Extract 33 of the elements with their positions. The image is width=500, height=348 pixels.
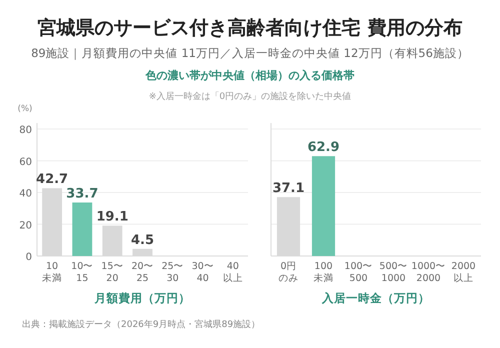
y-tick-label: 80 — [19, 125, 32, 136]
x-tick-label: 500〜 1000 — [379, 261, 408, 284]
data-label: 37.1 — [272, 181, 305, 196]
x-axis-title: 入居一時金（万円） — [321, 291, 430, 305]
text: 色の濃い帯が中央値（相場）の入る価格帯 — [144, 69, 354, 82]
y-axis-title: (%) — [18, 104, 32, 114]
y-tick-label: 20 — [19, 220, 32, 232]
x-tick-label: 0円のみ — [278, 261, 298, 284]
source-note: 出典：掲載施設データ（2026年9月時点・宮城県89施設） — [22, 319, 260, 330]
x-tick-label: 40 以上 — [222, 261, 243, 284]
x-tick-label: 100〜 500 — [344, 261, 373, 284]
data-label: 4.5 — [130, 232, 154, 248]
x-tick-label: 2000 以上 — [451, 261, 476, 284]
x-tick-label: 20〜 25 — [131, 261, 154, 284]
text: ※入居一時金は「0円のみ」の施設を除いた中央値 — [148, 91, 352, 102]
x-tick-label: 1000〜 2000 — [411, 261, 446, 284]
x-tick-label: 10〜 15 — [71, 261, 94, 284]
y-tick-label: 40 — [19, 188, 32, 200]
y-tick-label: 0 — [26, 252, 32, 263]
x-tick-label: 100 未満 — [314, 261, 334, 284]
bar — [72, 202, 92, 256]
data-label: 19.1 — [96, 210, 128, 225]
x-tick-label: 25〜 30 — [162, 261, 184, 284]
x-tick-label: 30〜 40 — [192, 261, 214, 284]
y-tick-label: 60 — [19, 156, 32, 168]
data-label: 33.7 — [66, 186, 98, 202]
chart-title: 宮城県のサービス付き高齢者向け住宅 費用の分布 — [38, 17, 462, 39]
chart-subtitle: 89施設｜月額費用の中央値 11万円／入居一時金の中央値 12万円（有料56施設） — [31, 46, 469, 60]
x-tick-label: 15〜 20 — [101, 261, 124, 284]
x-tick-label: 10 未満 — [42, 261, 62, 284]
data-label: 42.7 — [36, 172, 68, 188]
data-label: 62.9 — [307, 140, 340, 156]
x-axis-title: 月額費用（万円） — [94, 291, 190, 305]
